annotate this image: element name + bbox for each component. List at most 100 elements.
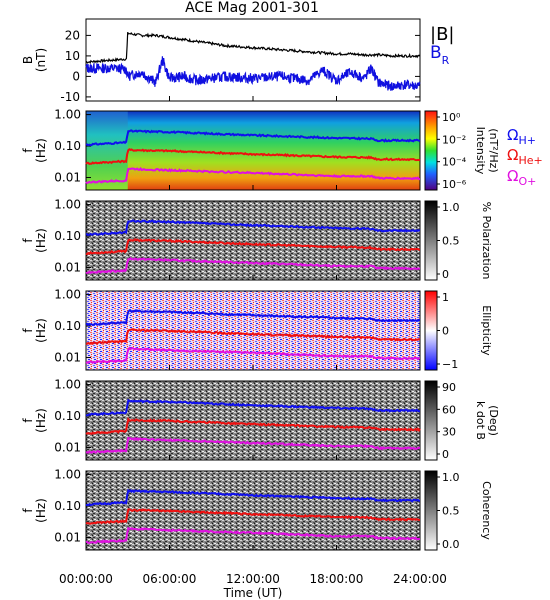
colorbar-tick-label: 10⁻⁶ xyxy=(442,178,467,191)
gyro-line-o xyxy=(85,526,421,545)
x-tick-label: 24:00:00 xyxy=(393,572,447,586)
chart-title: ACE Mag 2001-301 xyxy=(185,0,319,16)
colorbar-tick-label: 1.0 xyxy=(442,471,460,484)
colorbar-label: Intensity xyxy=(474,127,487,175)
bmag-series-line xyxy=(85,31,421,65)
x-tick-label: 06:00:00 xyxy=(143,572,197,586)
gyro-line-o xyxy=(85,346,420,365)
colorbar-label: k dot B xyxy=(474,401,487,440)
x-tick-label: 18:00:00 xyxy=(310,572,364,586)
b-field-ylabel-line2: (nT) xyxy=(34,48,48,72)
gyro-line-o xyxy=(85,256,421,275)
colorbar-tick-label: 0 xyxy=(442,448,449,461)
colorbar-label: Ellipticity xyxy=(480,305,493,356)
spectral-panel-1: 1.00 0.10 0.01 f (Hz) 10⁰ 10⁻² 10⁻⁴ 10⁻⁶ Intensit… xyxy=(21,108,500,191)
b-field-ytick-label: 0 xyxy=(72,69,80,83)
spectrogram-pre-shock xyxy=(86,111,128,190)
freq-ylabel-line2: (Hz) xyxy=(34,498,48,523)
freq-ytick-label: 1.00 xyxy=(54,108,81,122)
gyro-line-h xyxy=(85,219,421,237)
colorbar-label: (Deg) xyxy=(487,405,500,436)
colorbar-tick-label: 0 xyxy=(442,325,449,338)
freq-ylabel-line2: (Hz) xyxy=(34,228,48,253)
freq-ylabel-line1: f xyxy=(21,508,35,513)
freq-ytick-label: 0.10 xyxy=(54,139,81,153)
colorbar xyxy=(424,290,438,371)
freq-ylabel-line2: (Hz) xyxy=(34,138,48,163)
colorbar xyxy=(424,200,438,281)
freq-ytick-label: 1.00 xyxy=(54,468,81,482)
legend-omega-h: ΩH+ xyxy=(507,126,536,147)
colorbar-tick-label: 60 xyxy=(442,403,456,416)
b-field-plot-frame xyxy=(85,18,421,102)
colorbar-tick-label: −1 xyxy=(442,358,458,371)
colorbar-label: Coherency xyxy=(480,481,493,540)
gyro-line-h xyxy=(85,309,421,327)
colorbar xyxy=(424,470,438,551)
b-field-ytick-label: 20 xyxy=(65,28,80,42)
freq-ytick-label: 1.00 xyxy=(54,288,81,302)
spectral-panel-3: 1.00 0.10 0.01 f (Hz) 1 0 −1 Ellipticity xyxy=(21,288,493,371)
x-tick-label: 12:00:00 xyxy=(226,572,280,586)
freq-ytick-label: 0.10 xyxy=(54,229,81,243)
freq-ylabel-line2: (Hz) xyxy=(34,318,48,343)
colorbar xyxy=(424,110,438,191)
colorbar-label: (nT²/Hz) xyxy=(487,128,500,172)
x-tick-label: 00:00:00 xyxy=(59,572,113,586)
legend-omega-h-symbol: Ω xyxy=(507,126,518,144)
br-series-line xyxy=(85,56,421,91)
freq-ylabel-line1: f xyxy=(21,328,35,333)
gyro-line-o xyxy=(85,436,420,454)
freq-ylabel-line1: f xyxy=(21,418,35,423)
legend-bmag: |B| xyxy=(430,24,454,45)
freq-ytick-label: 0.10 xyxy=(54,319,81,333)
gyro-line-he xyxy=(85,417,421,435)
colorbar xyxy=(424,380,438,461)
b-field-ylabel-line1: B xyxy=(21,56,35,64)
gyro-line-h xyxy=(85,398,421,417)
gyro-line-he xyxy=(85,148,421,165)
colorbar-tick-label: 10⁻⁴ xyxy=(442,156,467,169)
legend-br-main: B xyxy=(430,43,442,63)
b-field-ylabel: B (nT) xyxy=(21,48,48,72)
freq-ylabel-line1: f xyxy=(21,238,35,243)
gyro-line-he xyxy=(85,328,421,346)
freq-ylabel-line1: f xyxy=(21,148,35,153)
legend-omega-o: ΩO+ xyxy=(507,167,536,188)
freq-ytick-label: 1.00 xyxy=(54,198,81,212)
legend-omega-h-sub: H+ xyxy=(518,134,536,147)
freq-ytick-label: 0.10 xyxy=(54,499,81,513)
gyro-line-he xyxy=(85,508,421,525)
freq-ytick-label: 0.01 xyxy=(54,350,81,364)
gyro-legend: ΩH+ ΩHe+ ΩO+ xyxy=(507,126,543,188)
colorbar-tick-label: 0 xyxy=(442,268,449,281)
legend-br: BR xyxy=(430,43,450,67)
colorbar-tick-label: 0.5 xyxy=(442,505,460,518)
colorbar-tick-label: 30 xyxy=(442,426,456,439)
colorbar-tick-label: 1.0 xyxy=(442,201,460,214)
legend-omega-he-sub: He+ xyxy=(518,154,542,167)
spectral-panel-5: 1.00 0.10 0.01 f (Hz) 1.0 0.5 0.0 Coherency xyxy=(21,468,493,551)
freq-ytick-label: 0.01 xyxy=(54,260,81,274)
freq-ylabel-line2: (Hz) xyxy=(34,408,48,433)
freq-ytick-label: 1.00 xyxy=(54,378,81,392)
b-field-ytick-label: 10 xyxy=(65,49,80,63)
gyro-line-o xyxy=(85,166,420,185)
colorbar-tick-label: 90 xyxy=(442,381,456,394)
legend-omega-o-symbol: Ω xyxy=(507,167,518,185)
colorbar-label: % Polarization xyxy=(480,202,493,280)
b-field-ytick-label: -10 xyxy=(60,90,80,104)
legend-br-sub: R xyxy=(442,54,450,67)
colorbar-tick-label: 0.5 xyxy=(442,235,460,248)
freq-ytick-label: 0.10 xyxy=(54,409,81,423)
gyro-line-h xyxy=(85,129,421,147)
x-axis: 00:00:00 06:00:00 12:00:00 18:00:00 24:00:00 xyxy=(59,96,447,586)
gyro-line-h xyxy=(85,488,421,507)
spectral-panels: 1.000.100.01f (Hz)10⁰10⁻²10⁻⁴10⁻⁶Intensit… xyxy=(21,108,500,551)
colorbar-tick-label: 0.0 xyxy=(442,538,460,551)
legend-omega-he-symbol: Ω xyxy=(507,146,518,164)
legend-omega-he: ΩHe+ xyxy=(507,146,543,167)
freq-ytick-label: 0.01 xyxy=(54,530,81,544)
